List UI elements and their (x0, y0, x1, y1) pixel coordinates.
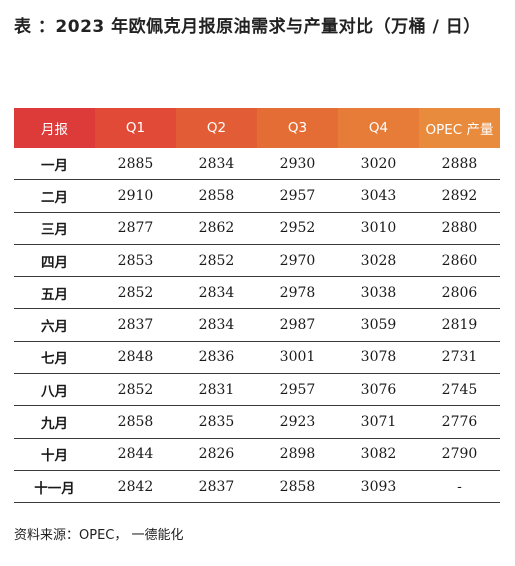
cell-opec-output: 2806 (419, 276, 500, 310)
cell-q3: 2923 (257, 405, 338, 439)
cell-q2: 2834 (176, 308, 257, 342)
cell-report-month: 四月 (14, 244, 95, 278)
cell-q4: 3093 (338, 470, 419, 504)
cell-q2: 2834 (176, 148, 257, 181)
cell-q1: 2885 (95, 148, 176, 181)
cell-opec-output: 2892 (419, 179, 500, 213)
cell-report-month: 三月 (14, 212, 95, 245)
table-row: 六月 2837 2834 2987 3059 2819 (14, 308, 500, 342)
cell-q1: 2837 (95, 308, 176, 342)
cell-report-month: 一月 (14, 148, 95, 181)
table-body: 一月 2885 2834 2930 3020 2888 二月 2910 2858 2957 3043… (14, 148, 500, 504)
cell-report-month: 八月 (14, 373, 95, 407)
table-row: 二月 2910 2858 2957 3043 2892 (14, 179, 500, 213)
cell-q1: 2852 (95, 276, 176, 310)
cell-q2: 2831 (176, 373, 257, 407)
cell-opec-output: 2745 (419, 373, 500, 407)
cell-q1: 2842 (95, 470, 176, 504)
cell-q2: 2852 (176, 244, 257, 278)
cell-q2: 2837 (176, 470, 257, 504)
cell-q2: 2835 (176, 405, 257, 439)
cell-report-month: 二月 (14, 179, 95, 213)
table-row: 九月 2858 2835 2923 3071 2776 (14, 405, 500, 439)
source-note: 资料来源：OPEC， 一德能化 (14, 528, 184, 543)
cell-q1: 2858 (95, 405, 176, 439)
header-cell-q2: Q2 (176, 108, 257, 148)
table-row: 八月 2852 2831 2957 3076 2745 (14, 373, 500, 407)
cell-q1: 2877 (95, 212, 176, 245)
table-row: 十月 2844 2826 2898 3082 2790 (14, 438, 500, 471)
cell-report-month: 十一月 (14, 470, 95, 504)
cell-q3: 2970 (257, 244, 338, 278)
cell-q3: 3001 (257, 341, 338, 375)
header-cell-q4: Q4 (338, 108, 419, 148)
cell-q2: 2836 (176, 341, 257, 375)
cell-q2: 2834 (176, 276, 257, 310)
cell-report-month: 五月 (14, 276, 95, 310)
cell-q3: 2898 (257, 438, 338, 471)
cell-q2: 2826 (176, 438, 257, 471)
cell-q4: 3020 (338, 148, 419, 181)
cell-q2: 2858 (176, 179, 257, 213)
table-row: 五月 2852 2834 2978 3038 2806 (14, 276, 500, 310)
cell-opec-output: 2790 (419, 438, 500, 471)
cell-opec-output: 2880 (419, 212, 500, 245)
table-row: 四月 2853 2852 2970 3028 2860 (14, 244, 500, 278)
cell-opec-output: 2888 (419, 148, 500, 181)
cell-opec-output: 2731 (419, 341, 500, 375)
cell-q4: 3043 (338, 179, 419, 213)
data-table: 月报 Q1 Q2 Q3 Q4 OPEC 产量 一月 2885 2834 2930 302… (14, 108, 500, 504)
cell-q3: 2858 (257, 470, 338, 504)
cell-q4: 3010 (338, 212, 419, 245)
cell-q4: 3076 (338, 373, 419, 407)
cell-q4: 3078 (338, 341, 419, 375)
cell-q1: 2844 (95, 438, 176, 471)
cell-q1: 2853 (95, 244, 176, 278)
header-cell-q1: Q1 (95, 108, 176, 148)
cell-q2: 2862 (176, 212, 257, 245)
cell-opec-output: 2776 (419, 405, 500, 439)
cell-q4: 3082 (338, 438, 419, 471)
cell-report-month: 九月 (14, 405, 95, 439)
cell-q4: 3059 (338, 308, 419, 342)
cell-report-month: 十月 (14, 438, 95, 471)
table-row: 十一月 2842 2837 2858 3093- (14, 470, 500, 504)
cell-report-month: 六月 (14, 308, 95, 342)
cell-q3: 2987 (257, 308, 338, 342)
header-row: 月报 Q1 Q2 Q3 Q4 OPEC 产量 (14, 108, 500, 148)
cell-q4: 3028 (338, 244, 419, 278)
cell-q3: 2952 (257, 212, 338, 245)
header-cell-q3: Q3 (257, 108, 338, 148)
cell-q1: 2910 (95, 179, 176, 213)
cell-q3: 2957 (257, 373, 338, 407)
cell-q1: 2852 (95, 373, 176, 407)
cell-q3: 2978 (257, 276, 338, 310)
header-cell-opec-output: OPEC 产量 (419, 108, 500, 148)
cell-q3: 2930 (257, 148, 338, 181)
header-cell-report: 月报 (14, 108, 95, 148)
cell-q3: 2957 (257, 179, 338, 213)
table-row: 三月 2877 2862 2952 3010 2880 (14, 212, 500, 245)
cell-q4: 3038 (338, 276, 419, 310)
table-row: 一月 2885 2834 2930 3020 2888 (14, 148, 500, 181)
cell-opec-output: 2819 (419, 308, 500, 342)
cell-report-month: 七月 (14, 341, 95, 375)
table-title: 表 ：2023 年欧佩克月报原油需求与产量对比（万桶 / 日） (14, 17, 481, 37)
cell-q4: 3071 (338, 405, 419, 439)
cell-opec-output: 2860 (419, 244, 500, 278)
table-row: 七月 2848 2836 3001 3078 2731 (14, 341, 500, 375)
cell-opec-output: - (419, 470, 500, 504)
cell-q1: 2848 (95, 341, 176, 375)
